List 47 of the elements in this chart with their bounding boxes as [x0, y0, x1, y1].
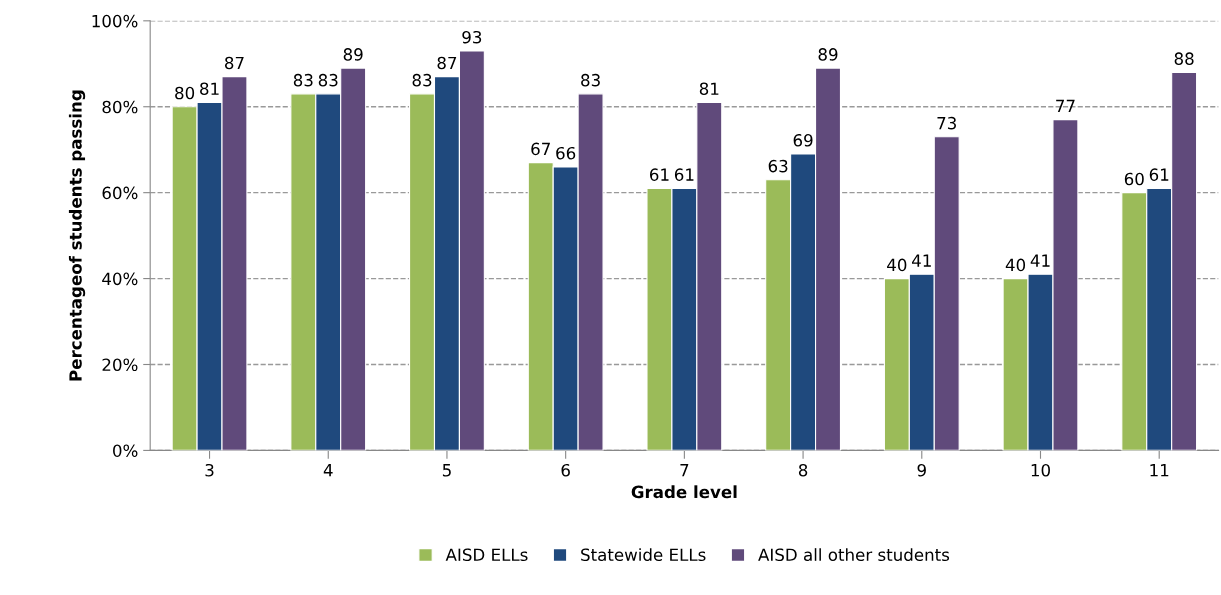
x-tick-label: 10 [1031, 463, 1050, 477]
data-label: 81 [699, 82, 719, 96]
x-tick-label: 5 [442, 464, 451, 477]
legend-label: AISD all other students [758, 548, 950, 562]
y-tick-label: 0% [113, 444, 138, 457]
data-label: 61 [650, 168, 669, 181]
data-label: 73 [937, 116, 956, 130]
data-label: 83 [293, 73, 313, 87]
y-tick-label: 20% [102, 358, 138, 372]
data-label: 87 [224, 56, 244, 70]
x-tick-label: 8 [798, 463, 808, 477]
legend-label: Statewide ELLs [581, 548, 706, 562]
data-label: 89 [818, 48, 838, 61]
y-tick-label: 100% [92, 14, 138, 28]
data-label: 61 [674, 168, 694, 181]
data-label: 40 [1005, 258, 1026, 272]
x-tick-label: 4 [323, 464, 333, 477]
data-label: 88 [1174, 52, 1194, 65]
data-label: 61 [1149, 168, 1169, 181]
x-tick-label: 6 [561, 463, 570, 477]
data-label: 89 [343, 48, 363, 61]
data-label: 83 [581, 73, 600, 87]
data-label: 40 [887, 258, 907, 272]
data-label: 63 [768, 159, 788, 173]
data-label: 87 [437, 56, 457, 70]
data-label: 83 [318, 73, 338, 87]
data-label: 83 [412, 73, 432, 87]
x-tick-label: 11 [1150, 464, 1169, 477]
x-tick-label: 9 [917, 463, 926, 477]
x-axis-title: Grade level [631, 485, 737, 499]
data-label: 41 [912, 254, 931, 267]
y-axis-title: Percentageof students passing [68, 90, 86, 381]
y-tick-label: 60% [102, 186, 138, 200]
y-tick-label: 80% [102, 100, 138, 114]
data-label: 93 [462, 30, 482, 44]
data-label: 81 [200, 82, 219, 96]
data-label: 80 [175, 86, 195, 100]
data-label: 66 [556, 146, 576, 160]
data-label: 77 [1056, 99, 1075, 112]
x-tick-label: 7 [680, 464, 689, 477]
legend-label: AISD ELLs [445, 548, 528, 562]
x-tick-label: 3 [205, 463, 214, 477]
data-label: 67 [531, 142, 550, 156]
data-label: 60 [1124, 172, 1144, 186]
data-label: 69 [793, 134, 813, 147]
data-label: 41 [1030, 254, 1050, 267]
y-tick-label: 40% [102, 272, 138, 286]
